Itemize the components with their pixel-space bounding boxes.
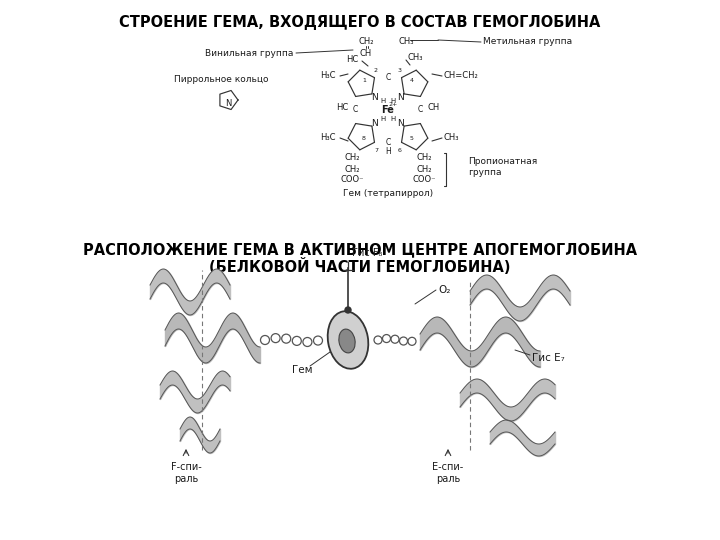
Text: 1: 1	[362, 78, 366, 84]
Text: CH₃: CH₃	[444, 133, 459, 143]
Circle shape	[374, 336, 382, 344]
Text: (БЕЛКОВОЙ ЧАСТИ ГЕМОГЛОБИНА): (БЕЛКОВОЙ ЧАСТИ ГЕМОГЛОБИНА)	[210, 258, 510, 275]
Text: CH₃: CH₃	[398, 37, 414, 46]
Text: CH₂: CH₂	[416, 153, 432, 163]
Text: 6: 6	[398, 147, 402, 152]
Text: C: C	[385, 73, 391, 82]
Text: H: H	[380, 116, 386, 122]
Text: CH: CH	[428, 104, 440, 112]
Text: H₃C: H₃C	[320, 71, 336, 80]
Circle shape	[313, 336, 323, 345]
Text: H: H	[390, 116, 395, 122]
Text: Гем (тетрапиррол): Гем (тетрапиррол)	[343, 188, 433, 198]
Circle shape	[261, 335, 269, 345]
Circle shape	[391, 335, 399, 343]
Text: Гис F₈: Гис F₈	[352, 248, 382, 258]
Text: 3: 3	[398, 68, 402, 72]
Text: N: N	[372, 118, 379, 127]
Text: C: C	[418, 105, 423, 114]
Text: CH: CH	[360, 49, 372, 57]
Text: H₃C: H₃C	[320, 133, 336, 143]
Text: CH₂: CH₂	[344, 153, 360, 163]
Circle shape	[292, 336, 301, 346]
Text: Гис E₇: Гис E₇	[532, 353, 564, 363]
Circle shape	[400, 337, 408, 345]
Text: 4: 4	[410, 78, 414, 84]
Text: Пропионатная
группа: Пропионатная группа	[468, 157, 537, 177]
Text: Пиррольное кольцо: Пиррольное кольцо	[174, 76, 268, 84]
Text: C: C	[353, 105, 358, 114]
Text: 2+: 2+	[388, 103, 397, 107]
Text: CH₂: CH₂	[416, 165, 432, 173]
Text: C: C	[385, 138, 391, 147]
Circle shape	[345, 307, 351, 313]
Text: 7: 7	[374, 147, 378, 152]
Text: Метильная группа: Метильная группа	[483, 37, 572, 46]
Circle shape	[382, 335, 390, 342]
Text: Винильная группа: Винильная группа	[204, 49, 293, 57]
Text: HC: HC	[346, 56, 358, 64]
Circle shape	[282, 334, 291, 343]
Circle shape	[408, 338, 416, 345]
Text: H: H	[385, 147, 391, 157]
Text: H: H	[390, 98, 395, 104]
Circle shape	[271, 334, 280, 343]
Text: F-спи-
раль: F-спи- раль	[171, 462, 202, 484]
Text: CH₂: CH₂	[344, 165, 360, 173]
Text: 8: 8	[362, 137, 366, 141]
Text: N: N	[397, 118, 405, 127]
Text: Гем: Гем	[292, 365, 312, 375]
Text: N: N	[372, 92, 379, 102]
Text: 2: 2	[374, 68, 378, 72]
Text: N: N	[225, 98, 231, 107]
Ellipse shape	[339, 329, 355, 353]
Text: Fe: Fe	[382, 105, 395, 115]
Text: РАСПОЛОЖЕНИЕ ГЕМА В АКТИВНОМ ЦЕНТРЕ АПОГЕМОГЛОБИНА: РАСПОЛОЖЕНИЕ ГЕМА В АКТИВНОМ ЦЕНТРЕ АПОГ…	[83, 242, 637, 257]
Text: N: N	[397, 92, 405, 102]
Text: 5: 5	[410, 137, 414, 141]
Circle shape	[303, 338, 312, 347]
Text: СТРОЕНИЕ ГЕМА, ВХОДЯЩЕГО В СОСТАВ ГЕМОГЛОБИНА: СТРОЕНИЕ ГЕМА, ВХОДЯЩЕГО В СОСТАВ ГЕМОГЛ…	[120, 15, 600, 30]
Text: H: H	[380, 98, 386, 104]
Text: O₂: O₂	[438, 285, 451, 295]
Text: CH₃: CH₃	[408, 53, 423, 63]
Text: HC: HC	[336, 104, 348, 112]
Ellipse shape	[328, 311, 369, 369]
Text: COO⁻: COO⁻	[341, 176, 364, 185]
Text: CH=CH₂: CH=CH₂	[444, 71, 479, 80]
Text: Е-спи-
раль: Е-спи- раль	[433, 462, 464, 484]
Text: COO⁻: COO⁻	[413, 176, 436, 185]
Text: CH₂: CH₂	[359, 37, 374, 46]
